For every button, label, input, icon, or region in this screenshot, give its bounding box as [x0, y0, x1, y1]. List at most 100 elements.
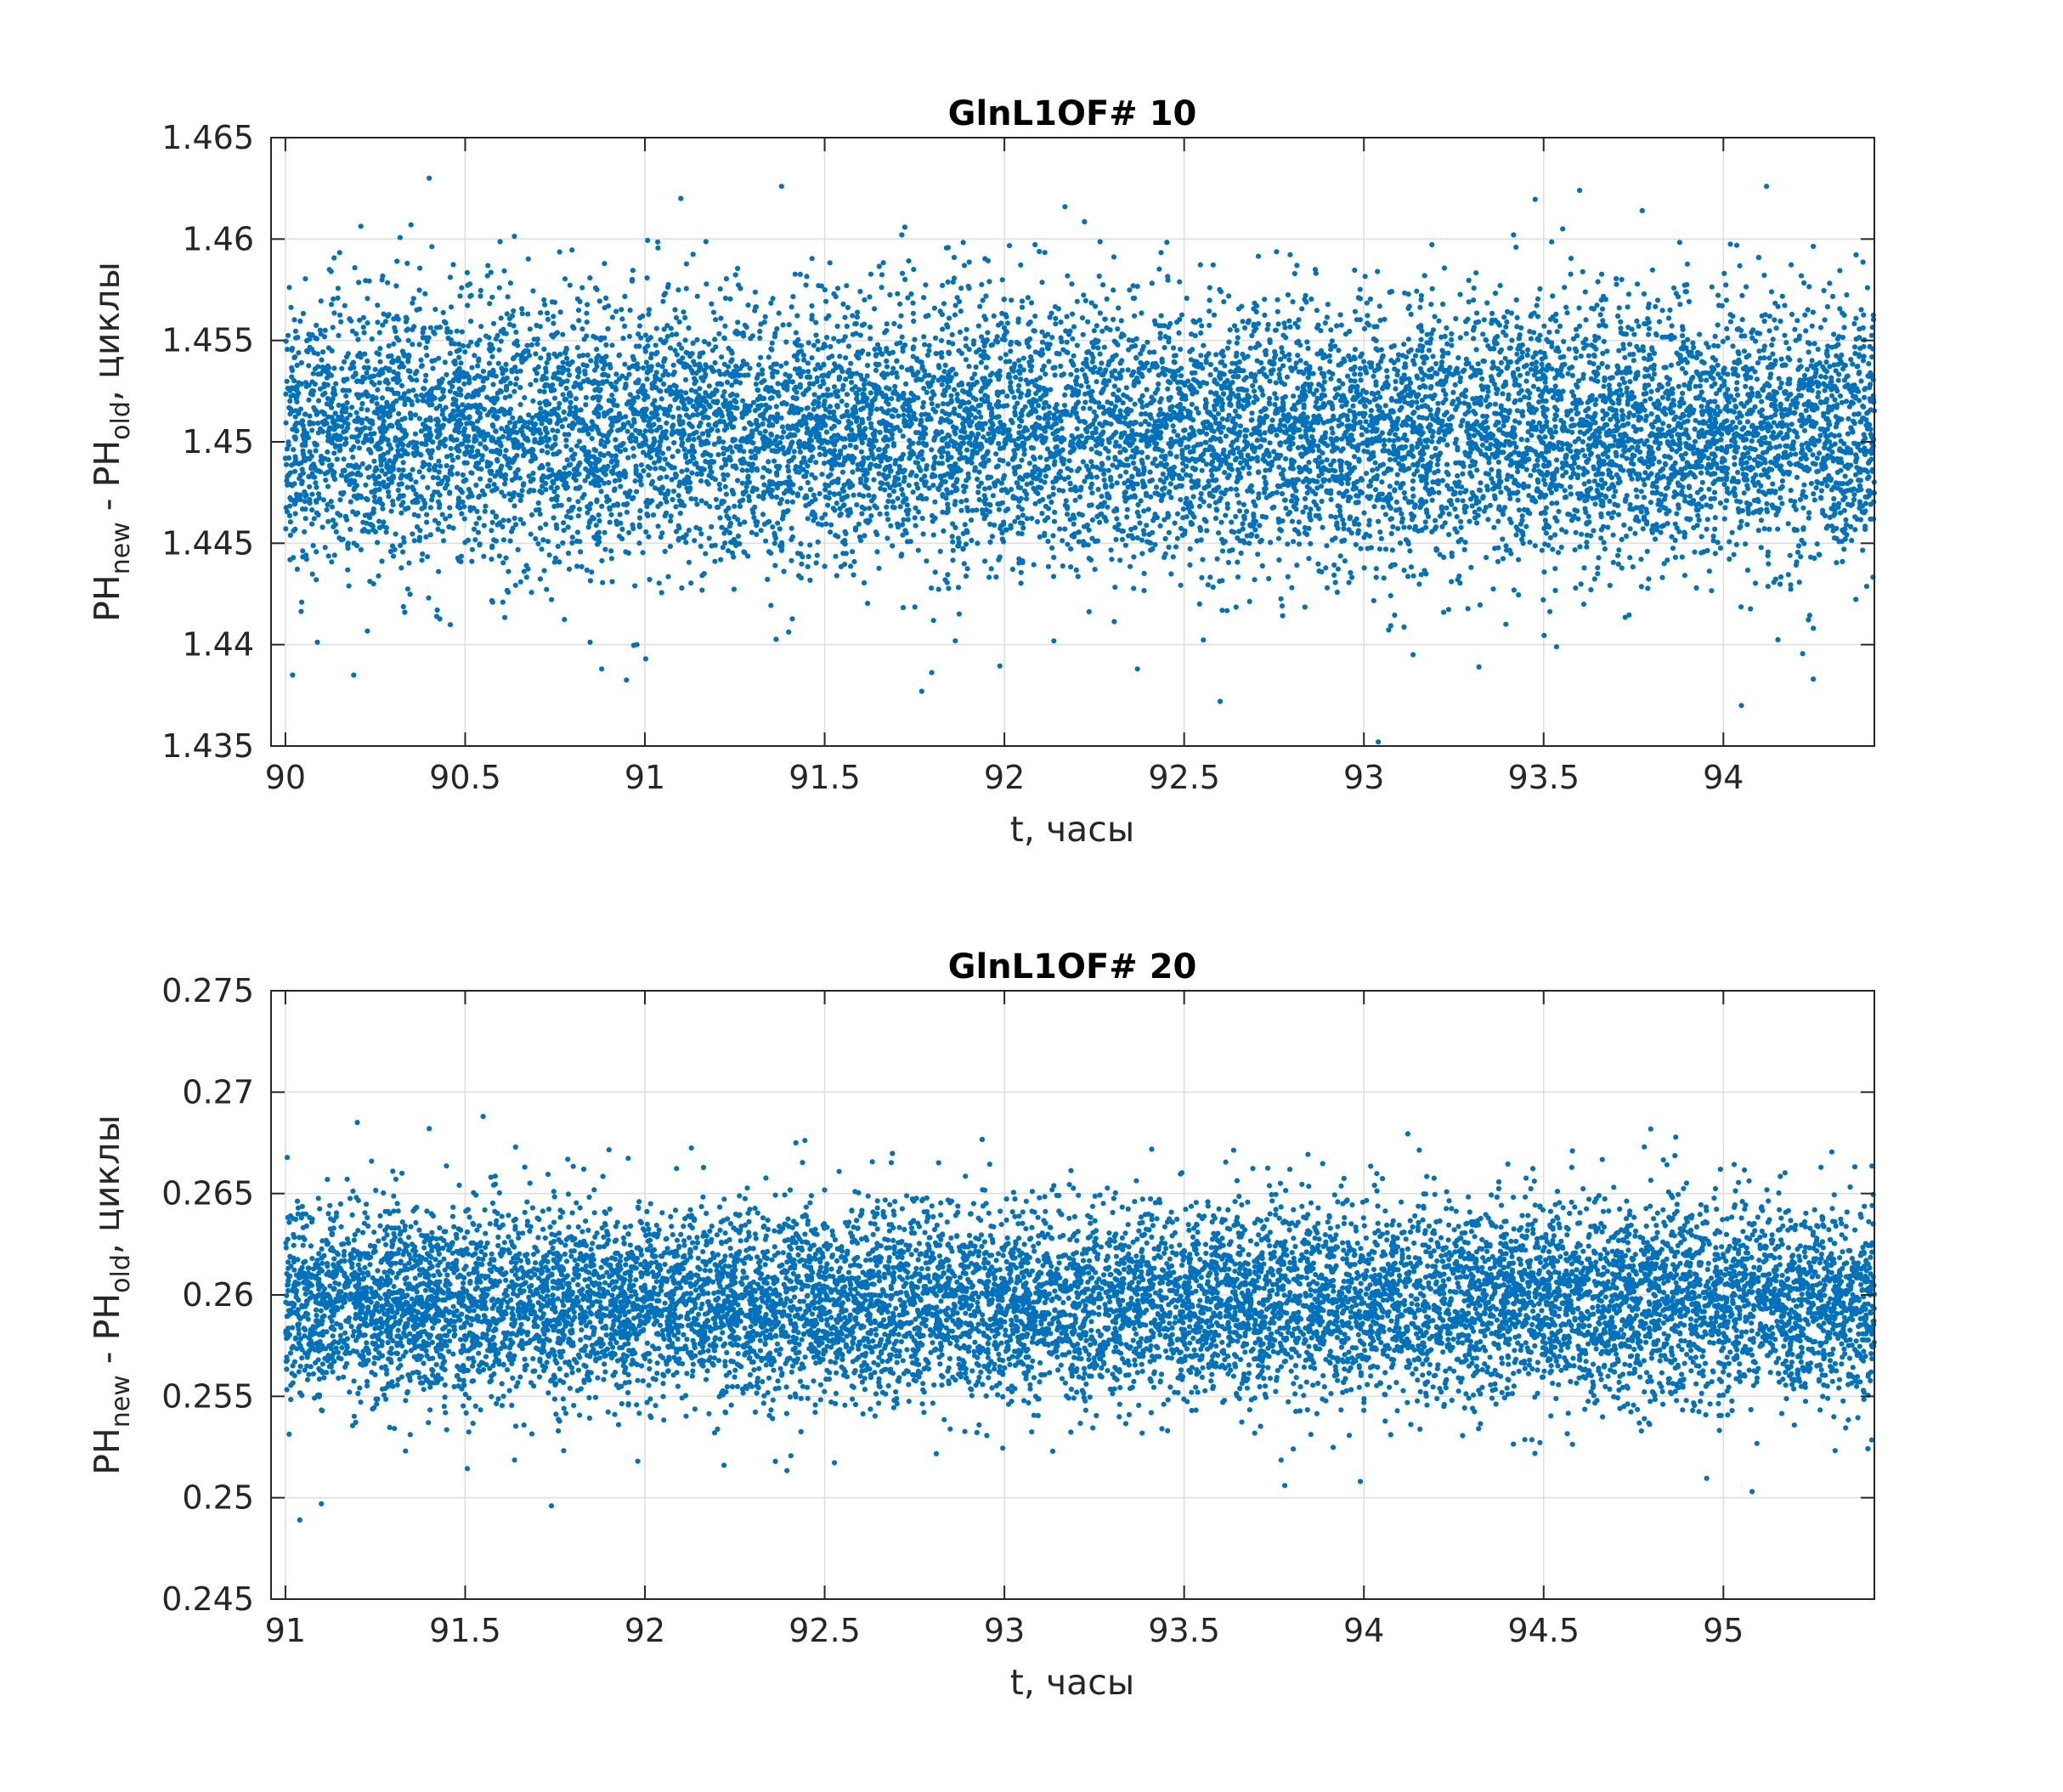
scatter-point — [432, 307, 438, 313]
scatter-point — [1286, 318, 1292, 324]
scatter-point — [1694, 349, 1701, 355]
scatter-point — [1805, 468, 1811, 474]
scatter-point — [1026, 461, 1032, 466]
scatter-point — [400, 549, 406, 555]
scatter-point — [941, 301, 947, 307]
scatter-point — [667, 345, 674, 351]
scatter-point — [1114, 516, 1120, 522]
scatter-point — [418, 357, 424, 363]
scatter-point — [1530, 383, 1537, 389]
scatter-point — [449, 304, 455, 310]
scatter-point — [1440, 301, 1446, 308]
scatter-point — [828, 435, 835, 441]
scatter-point — [1344, 460, 1350, 466]
scatter-point — [855, 466, 861, 472]
scatter-point — [721, 389, 727, 395]
scatter-point — [1074, 468, 1081, 474]
scatter-point — [1363, 419, 1369, 425]
scatter-point — [1237, 423, 1244, 429]
scatter-point — [1161, 345, 1167, 351]
scatter-point — [864, 363, 871, 369]
scatter-point — [427, 325, 433, 331]
scatter-point — [1752, 580, 1759, 586]
scatter-point — [579, 326, 585, 332]
scatter-point — [1032, 241, 1038, 248]
scatter-point — [675, 493, 681, 499]
scatter-point — [1485, 517, 1491, 523]
scatter-point — [1042, 479, 1048, 485]
scatter-point — [309, 332, 315, 338]
scatter-point — [331, 255, 337, 261]
scatter-point — [527, 326, 533, 332]
scatter-point — [1191, 514, 1197, 520]
scatter-point — [1772, 317, 1778, 323]
scatter-point — [1845, 415, 1851, 421]
scatter-point — [1156, 266, 1162, 272]
scatter-point — [1471, 285, 1477, 291]
scatter-point — [1599, 360, 1605, 367]
scatter-point — [788, 304, 794, 310]
scatter-point — [703, 500, 709, 506]
scatter-point — [1738, 401, 1744, 407]
scatter-point — [1226, 427, 1232, 432]
scatter-point — [1679, 489, 1685, 495]
scatter-point — [1388, 623, 1393, 629]
scatter-point — [815, 338, 821, 344]
scatter-point — [1354, 493, 1359, 499]
scatter-point — [1325, 443, 1331, 449]
scatter-point — [1527, 540, 1533, 546]
scatter-point — [1629, 389, 1635, 396]
scatter-point — [1045, 563, 1051, 569]
scatter-point — [1166, 529, 1172, 535]
scatter-point — [1705, 344, 1711, 350]
scatter-point — [1011, 394, 1017, 400]
scatter-point — [309, 427, 315, 433]
scatter-point — [1361, 565, 1367, 571]
scatter-point — [300, 548, 306, 554]
scatter-point — [1201, 451, 1207, 457]
scatter-point — [1211, 312, 1218, 318]
scatter-point — [613, 437, 619, 443]
scatter-point — [1756, 348, 1762, 354]
scatter-point — [713, 317, 719, 323]
scatter-point — [1198, 330, 1204, 336]
scatter-point — [1305, 345, 1311, 352]
scatter-point — [1414, 288, 1420, 294]
scatter-point — [517, 415, 523, 421]
scatter-point — [952, 371, 959, 377]
scatter-point — [563, 437, 569, 444]
scatter-point — [1388, 397, 1395, 403]
scatter-point — [526, 473, 532, 479]
scatter-point — [809, 316, 815, 322]
scatter-point — [1526, 493, 1532, 499]
scatter-point — [1417, 505, 1423, 511]
scatter-point — [1517, 372, 1523, 378]
scatter-point — [390, 553, 397, 559]
scatter-point — [1402, 399, 1408, 405]
scatter-point — [1494, 391, 1500, 397]
scatter-point — [1135, 501, 1141, 508]
scatter-point — [1021, 451, 1027, 457]
scatter-point — [1492, 291, 1499, 297]
scatter-point — [735, 319, 741, 325]
scatter-point — [783, 371, 788, 377]
scatter-point — [1060, 563, 1065, 569]
scatter-point — [545, 539, 551, 545]
scatter-point — [1563, 304, 1569, 310]
scatter-point — [1504, 365, 1510, 371]
scatter-point — [1224, 345, 1230, 351]
scatter-point — [867, 506, 873, 512]
scatter-point — [847, 443, 853, 449]
scatter-point — [754, 486, 760, 492]
scatter-point — [1039, 280, 1045, 285]
scatter-point — [539, 546, 545, 552]
scatter-point — [1579, 531, 1585, 537]
scatter-point — [715, 427, 721, 433]
scatter-point — [1139, 393, 1145, 399]
scatter-point — [459, 329, 465, 335]
scatter-point — [1809, 323, 1815, 329]
scatter-point — [950, 539, 956, 545]
scatter-point — [318, 298, 324, 304]
scatter-point — [664, 285, 671, 291]
scatter-point — [1356, 458, 1362, 464]
